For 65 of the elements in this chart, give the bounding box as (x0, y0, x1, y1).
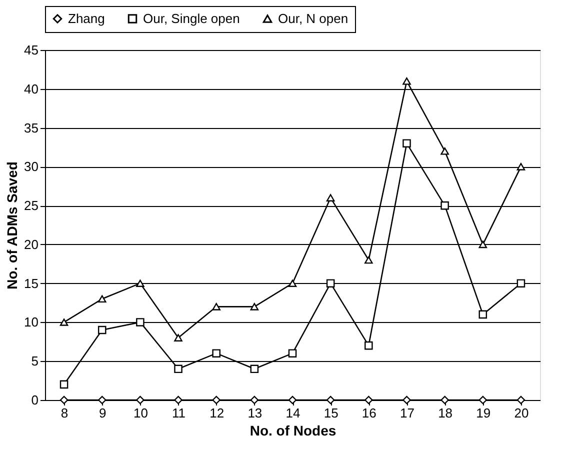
point (478, 396, 488, 404)
point (402, 77, 411, 85)
point (516, 279, 526, 288)
legend-label: Our, Single open (143, 10, 240, 26)
x-tick-label: 18 (438, 406, 453, 420)
point (402, 139, 411, 148)
x-tick-label: 11 (172, 406, 186, 420)
point (440, 396, 449, 404)
y-tick-label: 45 (24, 42, 38, 58)
point (288, 396, 297, 404)
x-tick-label: 10 (133, 406, 148, 420)
y-tick-label: 40 (24, 81, 38, 96)
point (364, 341, 373, 350)
point (174, 334, 182, 342)
x-tick-label: 17 (400, 406, 414, 420)
point (364, 256, 373, 264)
y-tick-label: 20 (24, 236, 38, 252)
point (440, 201, 449, 210)
point (98, 295, 106, 303)
point (60, 380, 68, 389)
point (212, 396, 220, 404)
x-axis-title: No. of Nodes (250, 422, 336, 438)
x-tick-label: 12 (210, 406, 224, 420)
point (516, 163, 526, 170)
point (174, 396, 182, 404)
y-tick-label: 5 (31, 354, 38, 369)
x-tick-label: 9 (99, 406, 106, 420)
y-tick-label: 25 (24, 198, 38, 214)
point (136, 280, 144, 287)
x-tick-label: 15 (324, 406, 338, 420)
point (440, 147, 449, 155)
legend-label: Zhang (68, 10, 105, 26)
point (174, 364, 182, 374)
x-tick-label: 16 (362, 406, 376, 420)
point (288, 349, 297, 358)
point (288, 280, 297, 287)
point (136, 396, 144, 404)
point (98, 396, 106, 404)
point (478, 240, 488, 248)
point (402, 396, 411, 404)
point (212, 349, 220, 358)
x-tick-label: 19 (476, 406, 491, 420)
point (478, 310, 488, 319)
y-axis-title: No. of ADMs Saved (4, 162, 20, 290)
point (98, 326, 106, 334)
point (60, 318, 68, 326)
y-tick-label: 15 (24, 276, 38, 291)
point (250, 364, 259, 374)
x-tick-label: 14 (286, 406, 300, 420)
y-tick-label: 10 (24, 314, 38, 330)
point (136, 318, 144, 326)
point (326, 279, 335, 288)
point (326, 396, 335, 404)
x-tick-label: 8 (60, 406, 68, 420)
x-tick-label: 13 (248, 406, 262, 420)
legend-label: Our, N open (278, 10, 348, 26)
point (212, 303, 220, 310)
y-tick-label: 30 (24, 159, 38, 174)
y-tick-label: 0 (31, 392, 38, 408)
point (326, 194, 335, 202)
point (364, 396, 373, 404)
point (250, 303, 259, 310)
y-tick-label: 35 (24, 120, 38, 136)
point (250, 396, 259, 404)
x-tick-label: 20 (514, 406, 529, 420)
